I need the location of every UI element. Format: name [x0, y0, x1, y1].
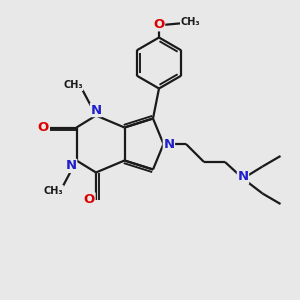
Text: N: N: [163, 137, 175, 151]
Text: O: O: [84, 193, 95, 206]
Text: O: O: [37, 121, 49, 134]
Text: O: O: [153, 18, 165, 31]
Text: N: N: [237, 170, 249, 184]
Text: CH₃: CH₃: [44, 185, 63, 196]
Text: CH₃: CH₃: [63, 80, 83, 91]
Text: N: N: [65, 159, 77, 172]
Text: N: N: [90, 103, 102, 117]
Text: CH₃: CH₃: [181, 17, 200, 27]
